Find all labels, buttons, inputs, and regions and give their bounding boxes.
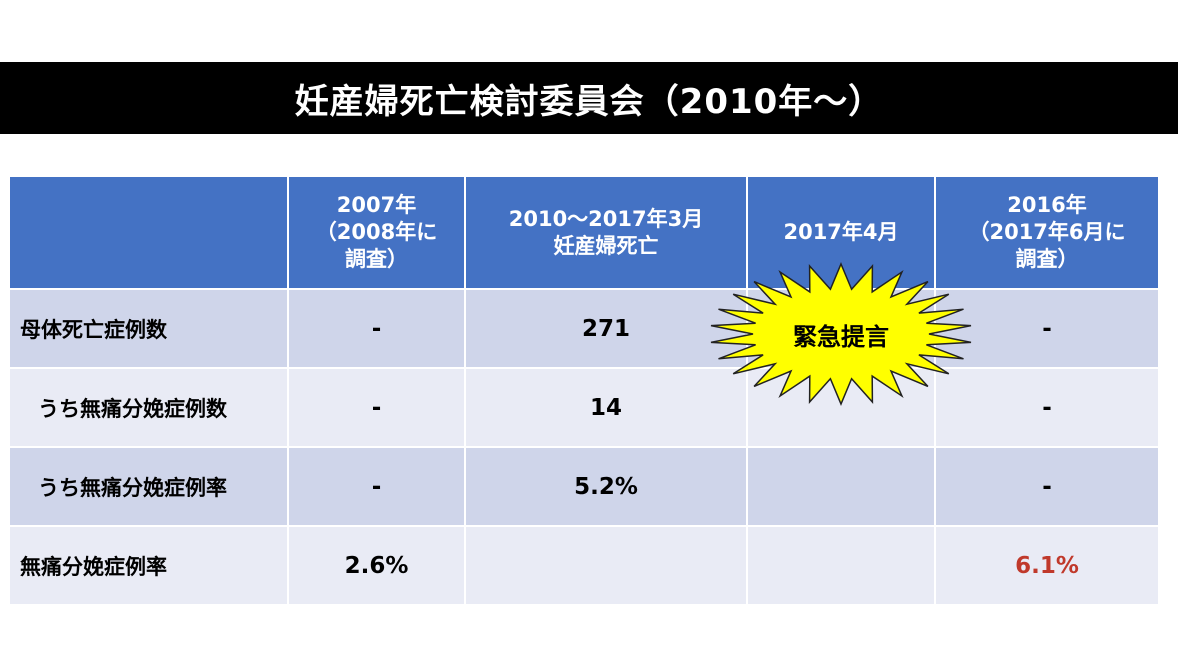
table-row: 母体死亡症例数 - 271 - [8, 288, 1160, 369]
table-cell: 5.2% [464, 446, 748, 527]
table-cell [464, 525, 748, 606]
header-cell-2007: 2007年 （2008年に 調査） [287, 175, 466, 290]
page-title: 妊産婦死亡検討委員会（2010年〜） [294, 81, 884, 122]
table-cell [746, 446, 936, 527]
table-row: うち無痛分娩症例率 - 5.2% - [8, 446, 1160, 527]
header-text: 2007年 [336, 193, 417, 217]
header-text: （2017年6月に [968, 220, 1126, 244]
header-cell-2016: 2016年 （2017年6月に 調査） [934, 175, 1160, 290]
header-cell-empty [8, 175, 289, 290]
table-cell: - [287, 446, 466, 527]
header-text: 2017年4月 [783, 220, 899, 244]
title-bar: 妊産婦死亡検討委員会（2010年〜） [0, 62, 1178, 134]
header-text: （2008年に [315, 220, 438, 244]
table-cell: 2.6% [287, 525, 466, 606]
burst-shape [710, 262, 972, 406]
table-cell: - [934, 288, 1160, 369]
header-cell-2010-2017: 2010〜2017年3月 妊産婦死亡 [464, 175, 748, 290]
header-row: 2007年 （2008年に 調査） 2010〜2017年3月 妊産婦死亡 201… [8, 175, 1160, 290]
header-text: 妊産婦死亡 [553, 233, 659, 258]
table-cell: - [287, 367, 466, 448]
highlight-cell: 6.1% [934, 525, 1160, 606]
table-cell: 14 [464, 367, 748, 448]
row-label: うち無痛分娩症例率 [8, 446, 289, 527]
table-cell: 271 [464, 288, 748, 369]
urgent-proposal-label: 緊急提言 [793, 322, 889, 351]
header-text: 調査） [1015, 247, 1079, 271]
table-row: うち無痛分娩症例数 - 14 - [8, 367, 1160, 448]
row-label: 母体死亡症例数 [8, 288, 289, 369]
header-text: 2016年 [1007, 193, 1087, 217]
data-table: 2007年 （2008年に 調査） 2010〜2017年3月 妊産婦死亡 201… [8, 175, 1160, 606]
header-text: 調査） [345, 247, 408, 271]
table-cell [746, 525, 936, 606]
burst-polygon [710, 262, 972, 406]
row-label: 無痛分娩症例率 [8, 525, 289, 606]
table-row: 無痛分娩症例率 2.6% 6.1% [8, 525, 1160, 606]
row-label: うち無痛分娩症例数 [8, 367, 289, 448]
table-cell: - [934, 367, 1160, 448]
table-cell: - [287, 288, 466, 369]
table-cell: - [934, 446, 1160, 527]
header-text: 2010〜2017年3月 [508, 206, 704, 231]
